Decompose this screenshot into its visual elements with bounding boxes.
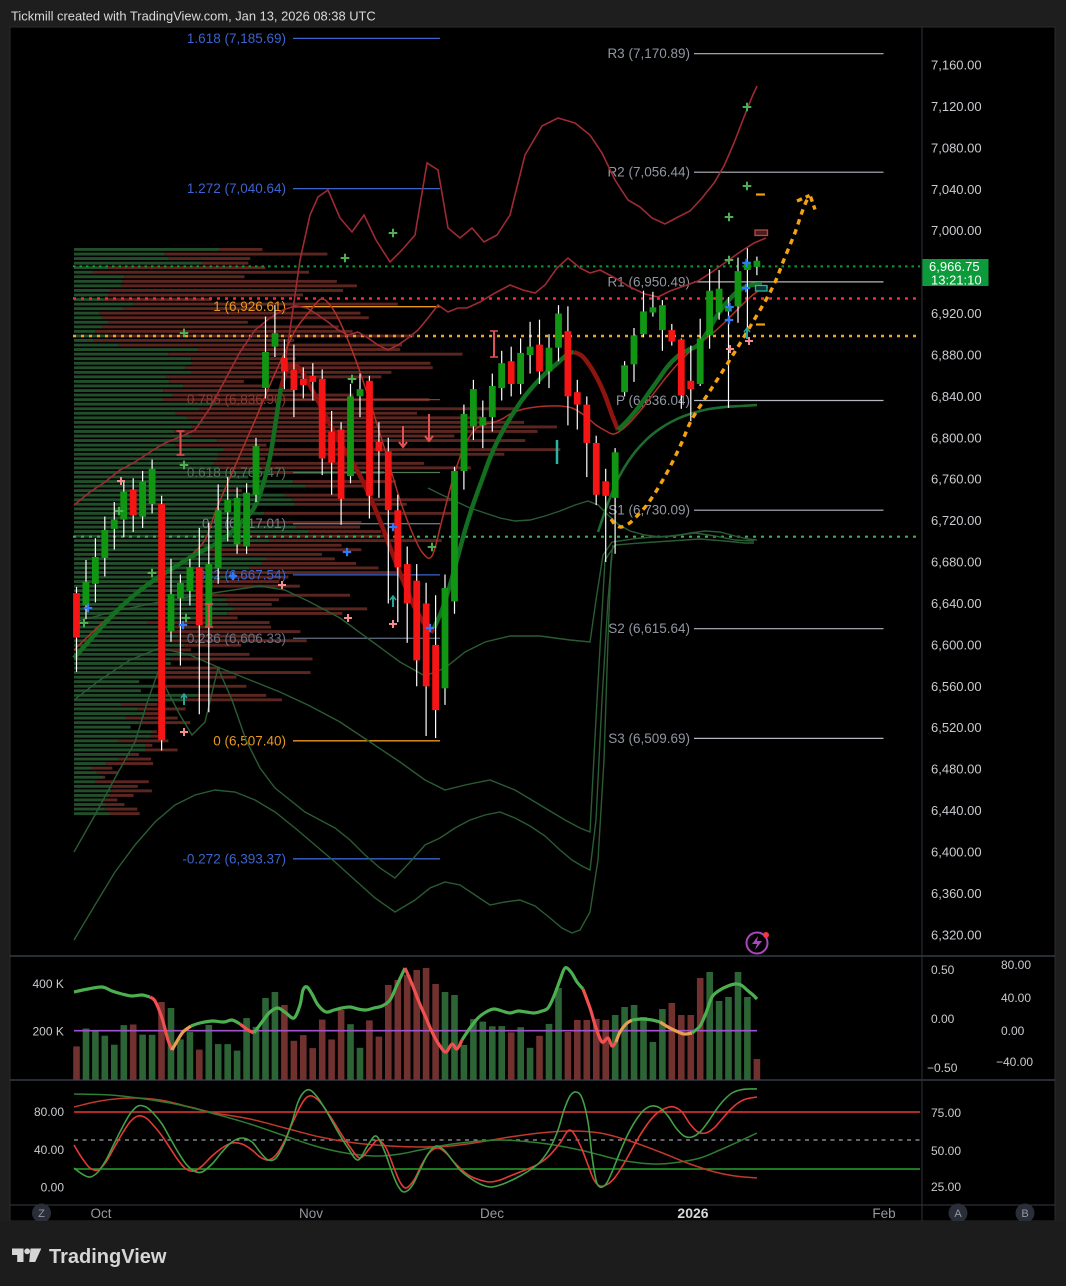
- svg-text:6,800.00: 6,800.00: [931, 430, 982, 445]
- svg-text:1.272 (7,040.64): 1.272 (7,040.64): [187, 181, 286, 196]
- svg-text:40.00: 40.00: [1001, 991, 1031, 1005]
- svg-text:6,880.00: 6,880.00: [931, 347, 982, 362]
- svg-text:75.00: 75.00: [931, 1106, 961, 1120]
- svg-text:6,680.00: 6,680.00: [931, 555, 982, 570]
- svg-text:6,966.75: 6,966.75: [929, 259, 980, 274]
- svg-text:200 K: 200 K: [33, 1025, 64, 1039]
- svg-text:6,840.00: 6,840.00: [931, 389, 982, 404]
- svg-text:6,600.00: 6,600.00: [931, 637, 982, 652]
- svg-text:R2 (7,056.44): R2 (7,056.44): [607, 165, 690, 180]
- svg-text:0.00: 0.00: [1001, 1024, 1025, 1038]
- svg-text:−40.00: −40.00: [996, 1055, 1033, 1069]
- svg-text:6,480.00: 6,480.00: [931, 762, 982, 777]
- svg-text:A: A: [954, 1208, 962, 1220]
- svg-text:P (6,836.04): P (6,836.04): [616, 393, 690, 408]
- svg-text:B: B: [1021, 1208, 1028, 1220]
- svg-text:6,520.00: 6,520.00: [931, 720, 982, 735]
- svg-text:0.786 (6,836.90): 0.786 (6,836.90): [187, 392, 286, 407]
- svg-text:6,320.00: 6,320.00: [931, 927, 982, 942]
- svg-text:R3 (7,170.89): R3 (7,170.89): [607, 46, 690, 61]
- svg-text:Z: Z: [38, 1208, 45, 1220]
- svg-text:6,920.00: 6,920.00: [931, 306, 982, 321]
- svg-text:0.00: 0.00: [931, 1012, 955, 1026]
- svg-text:50.00: 50.00: [931, 1144, 961, 1158]
- svg-text:0.236 (6,606.33): 0.236 (6,606.33): [187, 631, 286, 646]
- svg-text:80.00: 80.00: [34, 1105, 64, 1119]
- svg-text:0.00: 0.00: [41, 1181, 65, 1195]
- svg-text:40.00: 40.00: [34, 1143, 64, 1157]
- svg-text:7,120.00: 7,120.00: [931, 99, 982, 114]
- svg-text:6,360.00: 6,360.00: [931, 886, 982, 901]
- svg-text:S2 (6,615.64): S2 (6,615.64): [608, 621, 690, 636]
- svg-text:6,440.00: 6,440.00: [931, 803, 982, 818]
- svg-text:400 K: 400 K: [33, 977, 64, 991]
- svg-text:6,720.00: 6,720.00: [931, 513, 982, 528]
- svg-text:7,160.00: 7,160.00: [931, 58, 982, 73]
- svg-text:-0.272 (6,393.37): -0.272 (6,393.37): [182, 851, 286, 866]
- svg-text:Dec: Dec: [480, 1206, 504, 1221]
- svg-text:7,040.00: 7,040.00: [931, 182, 982, 197]
- svg-text:2026: 2026: [677, 1205, 708, 1221]
- svg-text:6,640.00: 6,640.00: [931, 596, 982, 611]
- svg-text:1.618 (7,185.69): 1.618 (7,185.69): [187, 31, 286, 46]
- svg-text:R1 (6,950.49): R1 (6,950.49): [607, 274, 690, 289]
- svg-text:80.00: 80.00: [1001, 958, 1031, 972]
- svg-text:Feb: Feb: [872, 1206, 895, 1221]
- svg-text:7,080.00: 7,080.00: [931, 140, 982, 155]
- svg-text:TradingView: TradingView: [49, 1246, 167, 1268]
- svg-text:S3 (6,509.69): S3 (6,509.69): [608, 731, 690, 746]
- svg-text:0.50: 0.50: [931, 963, 955, 977]
- svg-text:7,000.00: 7,000.00: [931, 223, 982, 238]
- svg-text:S1 (6,730.09): S1 (6,730.09): [608, 503, 690, 518]
- svg-text:0 (6,507.40): 0 (6,507.40): [213, 733, 286, 748]
- svg-text:6,560.00: 6,560.00: [931, 679, 982, 694]
- svg-text:6,400.00: 6,400.00: [931, 845, 982, 860]
- svg-text:−0.50: −0.50: [927, 1061, 958, 1075]
- svg-text:0.618 (6,766.47): 0.618 (6,766.47): [187, 465, 286, 480]
- svg-text:25.00: 25.00: [931, 1180, 961, 1194]
- svg-text:Nov: Nov: [299, 1206, 323, 1221]
- svg-text:Oct: Oct: [90, 1206, 111, 1221]
- svg-text:Tickmill created with TradingV: Tickmill created with TradingView.com, J…: [11, 9, 376, 24]
- svg-text:6,760.00: 6,760.00: [931, 472, 982, 487]
- svg-text:13:21:10: 13:21:10: [931, 273, 982, 288]
- svg-text:1 (6,926.61): 1 (6,926.61): [213, 299, 286, 314]
